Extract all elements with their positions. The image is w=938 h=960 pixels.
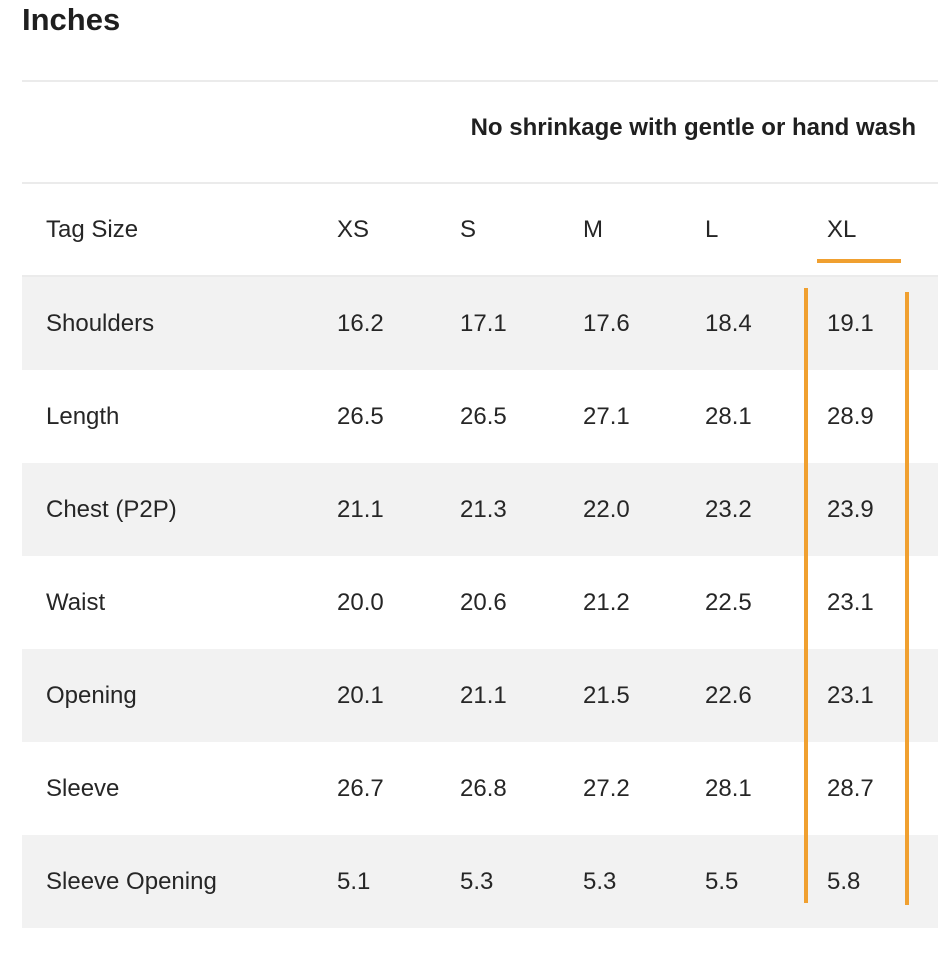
table-cell: 26.7 — [337, 774, 384, 802]
table-cell: 20.6 — [460, 588, 507, 616]
table-cell: 26.5 — [460, 402, 507, 430]
table-cell: 21.1 — [460, 681, 507, 709]
table-cell: 22.0 — [583, 495, 630, 523]
table-cell: 5.1 — [337, 867, 371, 895]
table-cell: 5.3 — [460, 867, 494, 895]
table-cell: 5.3 — [583, 867, 617, 895]
divider-top — [22, 80, 938, 82]
table-cell: 27.1 — [583, 402, 630, 430]
table-cell: 28.1 — [705, 402, 752, 430]
xl-highlight-right-line — [905, 292, 909, 905]
table-cell: 18.4 — [705, 309, 752, 337]
table-cell: 21.3 — [460, 495, 507, 523]
table-row: Length 26.5 26.5 27.1 28.1 28.9 — [22, 370, 938, 463]
table-cell: 23.2 — [705, 495, 752, 523]
page-title: Inches — [22, 2, 121, 37]
table-cell: 21.1 — [337, 495, 384, 523]
table-cell: 5.5 — [705, 867, 739, 895]
row-label: Chest (P2P) — [46, 495, 177, 523]
header-cell-m: M — [583, 215, 603, 243]
header-cell-xl: XL — [827, 215, 857, 243]
header-cell-tag-size: Tag Size — [46, 215, 139, 243]
table-cell: 20.1 — [337, 681, 384, 709]
table-cell: 21.5 — [583, 681, 630, 709]
row-label: Sleeve — [46, 774, 120, 802]
row-label: Shoulders — [46, 309, 155, 337]
table-cell: 23.1 — [827, 588, 874, 616]
row-label: Sleeve Opening — [46, 867, 217, 895]
table-row: Opening 20.1 21.1 21.5 22.6 23.1 — [22, 649, 938, 742]
table-cell: 22.6 — [705, 681, 752, 709]
header-cell-s: S — [460, 215, 477, 243]
table-cell: 26.5 — [337, 402, 384, 430]
table-cell: 27.2 — [583, 774, 630, 802]
table-row: Sleeve 26.7 26.8 27.2 28.1 28.7 — [22, 742, 938, 835]
table-cell: 17.6 — [583, 309, 630, 337]
table-cell: 5.8 — [827, 867, 861, 895]
table-cell: 16.2 — [337, 309, 384, 337]
table-cell: 17.1 — [460, 309, 507, 337]
wash-note: No shrinkage with gentle or hand wash — [470, 114, 916, 141]
table-cell: 23.9 — [827, 495, 874, 523]
divider-header — [22, 182, 938, 184]
row-label: Opening — [46, 681, 137, 709]
table-cell: 23.1 — [827, 681, 874, 709]
table-cell: 19.1 — [827, 309, 874, 337]
table-cell: 28.7 — [827, 774, 874, 802]
table-row: Chest (P2P) 21.1 21.3 22.0 23.2 23.9 — [22, 463, 938, 556]
size-table: Tag Size XS S M L XL Shoulders 16.2 17.1… — [22, 184, 938, 928]
table-cell: 20.0 — [337, 588, 384, 616]
table-cell: 21.2 — [583, 588, 630, 616]
table-row: Waist 20.0 20.6 21.2 22.5 23.1 — [22, 556, 938, 649]
table-cell: 28.1 — [705, 774, 752, 802]
row-label: Waist — [46, 588, 106, 616]
header-cell-l: L — [705, 215, 719, 243]
table-cell: 26.8 — [460, 774, 507, 802]
row-label: Length — [46, 402, 120, 430]
table-cell: 22.5 — [705, 588, 752, 616]
table-cell: 28.9 — [827, 402, 874, 430]
xl-highlight-underline — [817, 259, 901, 263]
table-row: Sleeve Opening 5.1 5.3 5.3 5.5 5.8 — [22, 835, 938, 928]
table-row: Shoulders 16.2 17.1 17.6 18.4 19.1 — [22, 277, 938, 370]
xl-highlight-left-line — [804, 288, 808, 903]
table-header-row: Tag Size XS S M L XL — [22, 184, 938, 277]
header-cell-xs: XS — [337, 215, 370, 243]
